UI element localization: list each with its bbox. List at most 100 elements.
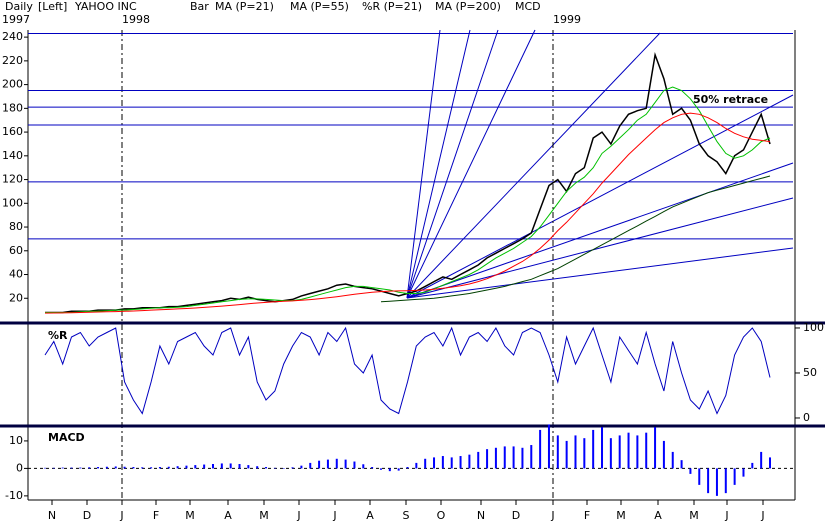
x-tick-label: J: [550, 509, 554, 522]
x-tick-label: A: [654, 509, 662, 522]
macd-bar: [335, 458, 338, 469]
year-dividers: [121, 30, 554, 500]
y-tick-label: 100: [2, 196, 23, 209]
y-tick-label: 200: [2, 78, 23, 91]
macd-bar: [371, 467, 374, 469]
legend-entry: MA (P=21): [215, 0, 274, 13]
macd-bar: [751, 462, 754, 469]
year-label: 1998: [122, 13, 150, 26]
macd-bar: [353, 461, 356, 469]
macd-bar: [362, 464, 365, 469]
year-label: 1999: [553, 13, 581, 26]
macd-bar: [707, 468, 710, 494]
macd-bar: [468, 454, 471, 469]
x-tick-label: A: [224, 509, 232, 522]
macd-bar: [477, 451, 480, 469]
macd-bar: [220, 463, 223, 469]
y-tick-label: 160: [2, 125, 23, 138]
macd-bar: [415, 462, 418, 469]
macd-bar: [167, 466, 170, 469]
macd-bar: [601, 427, 604, 469]
x-tick-label: J: [724, 509, 728, 522]
macd-bar: [459, 456, 462, 469]
x-tick-label: J: [760, 509, 764, 522]
y-tick-label: 120: [2, 173, 23, 186]
macd-bar: [388, 468, 391, 472]
legend-entry: MA (P=200): [435, 0, 501, 13]
macd-bar: [592, 429, 595, 469]
macd-bar: [44, 467, 46, 469]
macd-bar: [97, 467, 100, 469]
x-tick-label: D: [83, 509, 91, 522]
macd-bar: [406, 467, 409, 469]
x-tick-label: M: [616, 509, 626, 522]
macd-bar: [645, 432, 648, 469]
x-tick-label: J: [332, 509, 336, 522]
macd-bar: [512, 446, 515, 469]
macd-bar: [185, 465, 188, 469]
y-tick-label: 20: [9, 291, 23, 304]
x-tick-label: J: [119, 509, 123, 522]
macd-bar: [291, 467, 294, 469]
y-tick-label: 220: [2, 54, 23, 67]
macd-bar: [88, 467, 91, 469]
y-tick-label: -10: [5, 489, 23, 502]
y-tick-label: 50: [803, 366, 817, 379]
header-text: YAHOO INC: [74, 0, 137, 13]
macd-bar: [556, 435, 559, 469]
series-line: [380, 175, 771, 303]
macd-bar: [539, 429, 542, 469]
y-tick-label: 180: [2, 101, 23, 114]
macd-bar: [203, 464, 206, 469]
macd-bar: [618, 435, 621, 469]
x-tick-label: D: [512, 509, 520, 522]
x-tick-label: S: [403, 509, 410, 522]
macd-bar: [424, 458, 427, 469]
macd-bar: [680, 460, 683, 469]
macd-bar: [61, 467, 64, 469]
macd-bar: [158, 467, 161, 469]
macd-bar: [300, 465, 303, 469]
macd-bar: [609, 438, 612, 469]
macd-bar: [238, 464, 241, 469]
macd-bar: [397, 468, 400, 471]
macd-bar: [521, 447, 524, 469]
y-tick-label: 60: [9, 244, 23, 257]
macd-bar: [565, 440, 568, 469]
x-tick-label: M: [259, 509, 269, 522]
macd-bar: [724, 468, 727, 494]
macd-bar: [662, 440, 665, 469]
macd-bar: [627, 432, 630, 469]
macd-bar: [547, 424, 550, 469]
macd-bar: [229, 463, 232, 469]
header-text: [Left]: [38, 0, 67, 13]
macd-bar: [689, 468, 692, 474]
series-line: [44, 112, 771, 314]
macd-bar: [273, 467, 276, 469]
macd-bar: [52, 467, 55, 469]
x-tick-label: F: [584, 509, 590, 522]
panel-title: %R: [48, 329, 68, 342]
macd-bar: [70, 467, 73, 469]
macd-bar: [379, 468, 382, 470]
macd-bar: [309, 462, 312, 469]
y-tick-label: 140: [2, 149, 23, 162]
y-tick-label: 40: [9, 268, 23, 281]
legend-entry: Bar: [190, 0, 209, 13]
macd-bar: [150, 467, 153, 469]
y-tick-label: 0: [803, 411, 810, 424]
macd-bar: [176, 466, 179, 469]
y-tick-label: 80: [9, 220, 23, 233]
y-tick-label: 240: [2, 30, 23, 43]
macd-bar: [486, 449, 489, 469]
macd-bar: [141, 467, 144, 469]
macd-bar: [715, 468, 718, 496]
macd-bar: [282, 468, 285, 469]
macd-bar: [698, 468, 701, 485]
legend-entry: MCD: [515, 0, 541, 13]
macd-bar: [433, 457, 436, 469]
macd-bar: [583, 438, 586, 469]
macd-bar: [654, 427, 657, 469]
